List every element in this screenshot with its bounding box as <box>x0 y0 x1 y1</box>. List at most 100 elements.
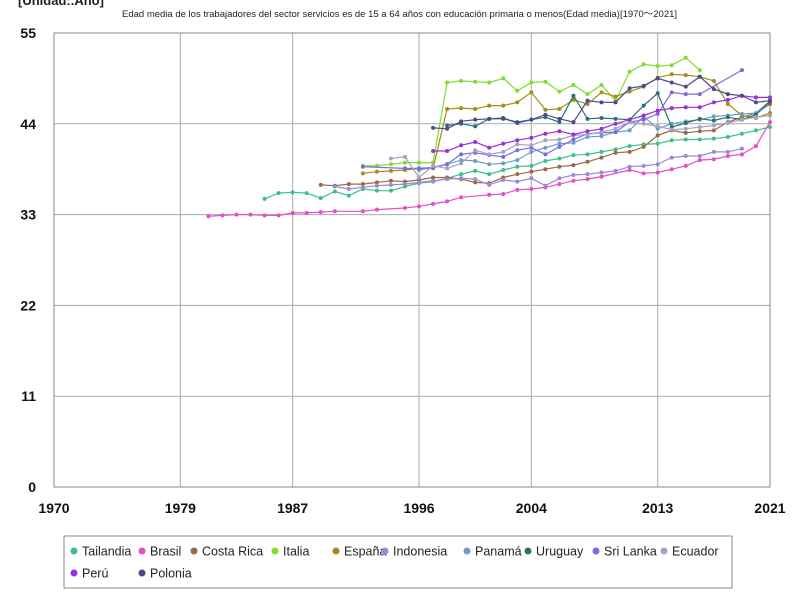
data-point <box>571 83 576 88</box>
data-point <box>739 146 744 151</box>
data-point <box>711 87 716 92</box>
data-point <box>711 118 716 123</box>
data-point <box>374 180 379 185</box>
data-point <box>487 162 492 167</box>
data-point <box>543 145 548 150</box>
data-point <box>304 210 309 215</box>
data-point <box>543 152 548 157</box>
data-point <box>599 100 604 105</box>
data-point <box>473 117 478 122</box>
data-point <box>459 195 464 200</box>
series-ecuador <box>388 113 772 180</box>
data-point <box>627 117 632 122</box>
data-point <box>529 169 534 174</box>
data-point <box>697 116 702 121</box>
data-point <box>388 188 393 193</box>
data-point <box>627 144 632 149</box>
series-group <box>206 55 772 219</box>
data-point <box>543 107 548 112</box>
legend-item: Brasil <box>138 545 181 559</box>
data-point <box>431 149 436 154</box>
data-point <box>557 106 562 111</box>
data-point <box>599 134 604 139</box>
data-point <box>459 161 464 166</box>
data-point <box>711 123 716 128</box>
series-italia <box>360 55 702 168</box>
data-point <box>318 196 323 201</box>
data-point <box>683 120 688 125</box>
data-point <box>262 196 267 201</box>
data-point <box>487 103 492 108</box>
data-point <box>641 62 646 67</box>
data-point <box>613 150 618 155</box>
data-point <box>459 152 464 157</box>
data-point <box>360 185 365 190</box>
data-point <box>445 106 450 111</box>
legend-item: Tailandia <box>70 545 131 559</box>
data-point <box>599 155 604 160</box>
data-point <box>417 160 422 165</box>
data-point <box>599 170 604 175</box>
legend-label: Tailandia <box>82 545 131 559</box>
data-point <box>557 141 562 146</box>
data-point <box>473 180 478 185</box>
data-point <box>683 55 688 60</box>
data-point <box>753 115 758 120</box>
legend-item: Perú <box>70 567 108 581</box>
data-point <box>613 94 618 99</box>
data-point <box>473 168 478 173</box>
legend-label: Panamá <box>475 545 522 559</box>
data-point <box>529 135 534 140</box>
data-point <box>599 83 604 88</box>
data-point <box>669 80 674 85</box>
data-point <box>431 175 436 180</box>
data-point <box>613 168 618 173</box>
data-point <box>220 213 225 218</box>
x-tick-label: 1970 <box>38 500 69 516</box>
data-point <box>473 139 478 144</box>
data-point <box>459 119 464 124</box>
legend-marker <box>138 569 146 577</box>
data-point <box>739 68 744 73</box>
data-point <box>374 169 379 174</box>
data-point <box>697 68 702 73</box>
data-point <box>669 106 674 111</box>
data-point <box>627 128 632 133</box>
data-point <box>768 95 772 100</box>
y-tick-labels: 0 11 22 33 44 55 <box>20 25 36 495</box>
data-point <box>402 182 407 187</box>
data-point <box>360 164 365 169</box>
data-point <box>725 115 730 120</box>
data-point <box>571 137 576 142</box>
data-point <box>445 80 450 85</box>
data-point <box>487 80 492 85</box>
data-point <box>402 154 407 159</box>
data-point <box>501 177 506 182</box>
data-point <box>669 155 674 160</box>
data-point <box>557 156 562 161</box>
data-point <box>487 182 492 187</box>
data-point <box>501 191 506 196</box>
legend-label: Italia <box>283 545 309 559</box>
data-point <box>515 148 520 153</box>
data-point <box>585 172 590 177</box>
data-point <box>739 152 744 157</box>
data-point <box>641 144 646 149</box>
data-point <box>388 156 393 161</box>
data-point <box>501 161 506 166</box>
data-point <box>627 86 632 91</box>
data-point <box>445 177 450 182</box>
data-point <box>332 189 337 194</box>
legend-label: Ecuador <box>672 545 719 559</box>
data-point <box>529 176 534 181</box>
legend-marker <box>463 547 471 555</box>
data-point <box>402 205 407 210</box>
x-tick-label: 1987 <box>277 500 308 516</box>
data-point <box>473 148 478 153</box>
data-point <box>473 158 478 163</box>
data-point <box>529 187 534 192</box>
data-point <box>402 160 407 165</box>
legend-label: Perú <box>82 567 108 581</box>
legend-item: Costa Rica <box>190 545 263 559</box>
data-point <box>571 178 576 183</box>
